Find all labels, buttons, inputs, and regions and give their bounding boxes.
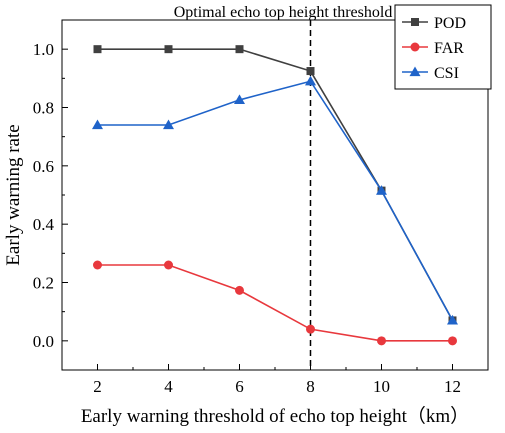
legend-label: POD [434, 15, 466, 32]
data-point [163, 119, 174, 130]
data-point [377, 336, 386, 346]
series-group [92, 45, 458, 346]
data-point [92, 119, 103, 130]
y-axis-label: Early warning rate [3, 124, 24, 265]
series-line [97, 80, 454, 321]
data-point [235, 45, 244, 54]
y-tick-label: 0.2 [33, 274, 54, 293]
data-point [93, 45, 102, 54]
legend-item-csi: CSI [402, 65, 459, 82]
data-point [447, 314, 458, 325]
data-point [305, 75, 316, 86]
legend: POD FAR CSI [394, 4, 492, 90]
series-far [93, 260, 457, 346]
x-tick-label: 4 [164, 377, 173, 396]
data-point [164, 260, 173, 270]
x-tick-label: 2 [93, 377, 102, 396]
optimal-threshold-label: Optimal echo top height threshold [174, 4, 393, 21]
series-line [97, 264, 453, 342]
y-tick-label: 1.0 [33, 40, 54, 59]
data-point [235, 285, 244, 295]
data-point [448, 336, 457, 346]
y-tick-label: 0.0 [33, 332, 54, 351]
series-csi [92, 75, 458, 325]
data-point [376, 185, 387, 195]
legend-item-pod: POD [402, 15, 466, 32]
legend-label: CSI [434, 65, 459, 82]
legend-item-far: FAR [402, 40, 464, 57]
y-tick-label: 0.8 [33, 99, 54, 118]
x-tick-label: 6 [235, 377, 244, 396]
x-tick-label: 10 [373, 377, 390, 396]
axis-ticks: 2 4 6 8 10 12 0.0 0.2 0.4 0.6 0.8 1.0 [33, 40, 461, 396]
x-tick-label: 8 [306, 377, 315, 396]
data-point [306, 67, 315, 76]
y-tick-label: 0.4 [33, 215, 55, 234]
x-axis-label: Early warning threshold of echo top heig… [81, 405, 469, 427]
data-point [234, 94, 245, 105]
data-point [409, 66, 421, 77]
data-point [306, 324, 315, 334]
data-point [93, 260, 102, 270]
y-tick-label: 0.6 [33, 157, 54, 176]
legend-label: FAR [434, 40, 464, 57]
data-point [164, 45, 173, 54]
data-point [411, 18, 419, 26]
x-tick-label: 12 [444, 377, 461, 396]
data-point [410, 42, 420, 52]
